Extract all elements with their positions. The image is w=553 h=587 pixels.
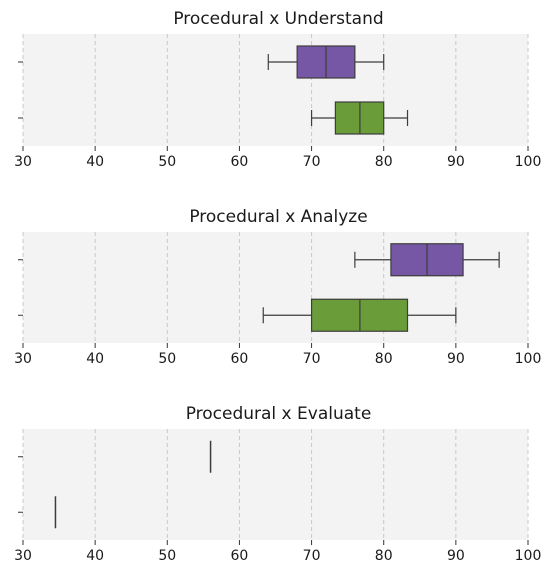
x-tick-label: 40 bbox=[86, 548, 104, 564]
x-tick-label: 30 bbox=[14, 548, 32, 564]
x-tick-label: 90 bbox=[447, 548, 465, 564]
x-tick-label: 80 bbox=[375, 351, 393, 367]
x-tick-label: 50 bbox=[158, 154, 176, 170]
plot-area bbox=[23, 34, 528, 146]
x-tick-label: 90 bbox=[447, 154, 465, 170]
x-tick-label: 70 bbox=[303, 154, 321, 170]
x-tick-label: 80 bbox=[375, 154, 393, 170]
x-tick-label: 100 bbox=[515, 351, 542, 367]
x-tick-label: 40 bbox=[86, 154, 104, 170]
x-tick-label: 60 bbox=[231, 548, 249, 564]
x-tick-label: 100 bbox=[515, 154, 542, 170]
x-tick-label: 50 bbox=[158, 351, 176, 367]
x-tick-label: 30 bbox=[14, 154, 32, 170]
x-tick-label: 70 bbox=[303, 548, 321, 564]
x-tick-label: 60 bbox=[231, 154, 249, 170]
plot-area bbox=[23, 429, 528, 540]
x-tick-label: 50 bbox=[158, 548, 176, 564]
x-tick-label: 90 bbox=[447, 351, 465, 367]
x-tick-label: 60 bbox=[231, 351, 249, 367]
chart-title: Procedural x Evaluate bbox=[186, 404, 372, 424]
chart-title: Procedural x Understand bbox=[173, 9, 383, 29]
chart-title: Procedural x Analyze bbox=[189, 207, 367, 227]
x-tick-label: 80 bbox=[375, 548, 393, 564]
x-tick-label: 40 bbox=[86, 351, 104, 367]
x-tick-label: 70 bbox=[303, 351, 321, 367]
x-tick-label: 100 bbox=[515, 548, 542, 564]
x-tick-label: 30 bbox=[14, 351, 32, 367]
